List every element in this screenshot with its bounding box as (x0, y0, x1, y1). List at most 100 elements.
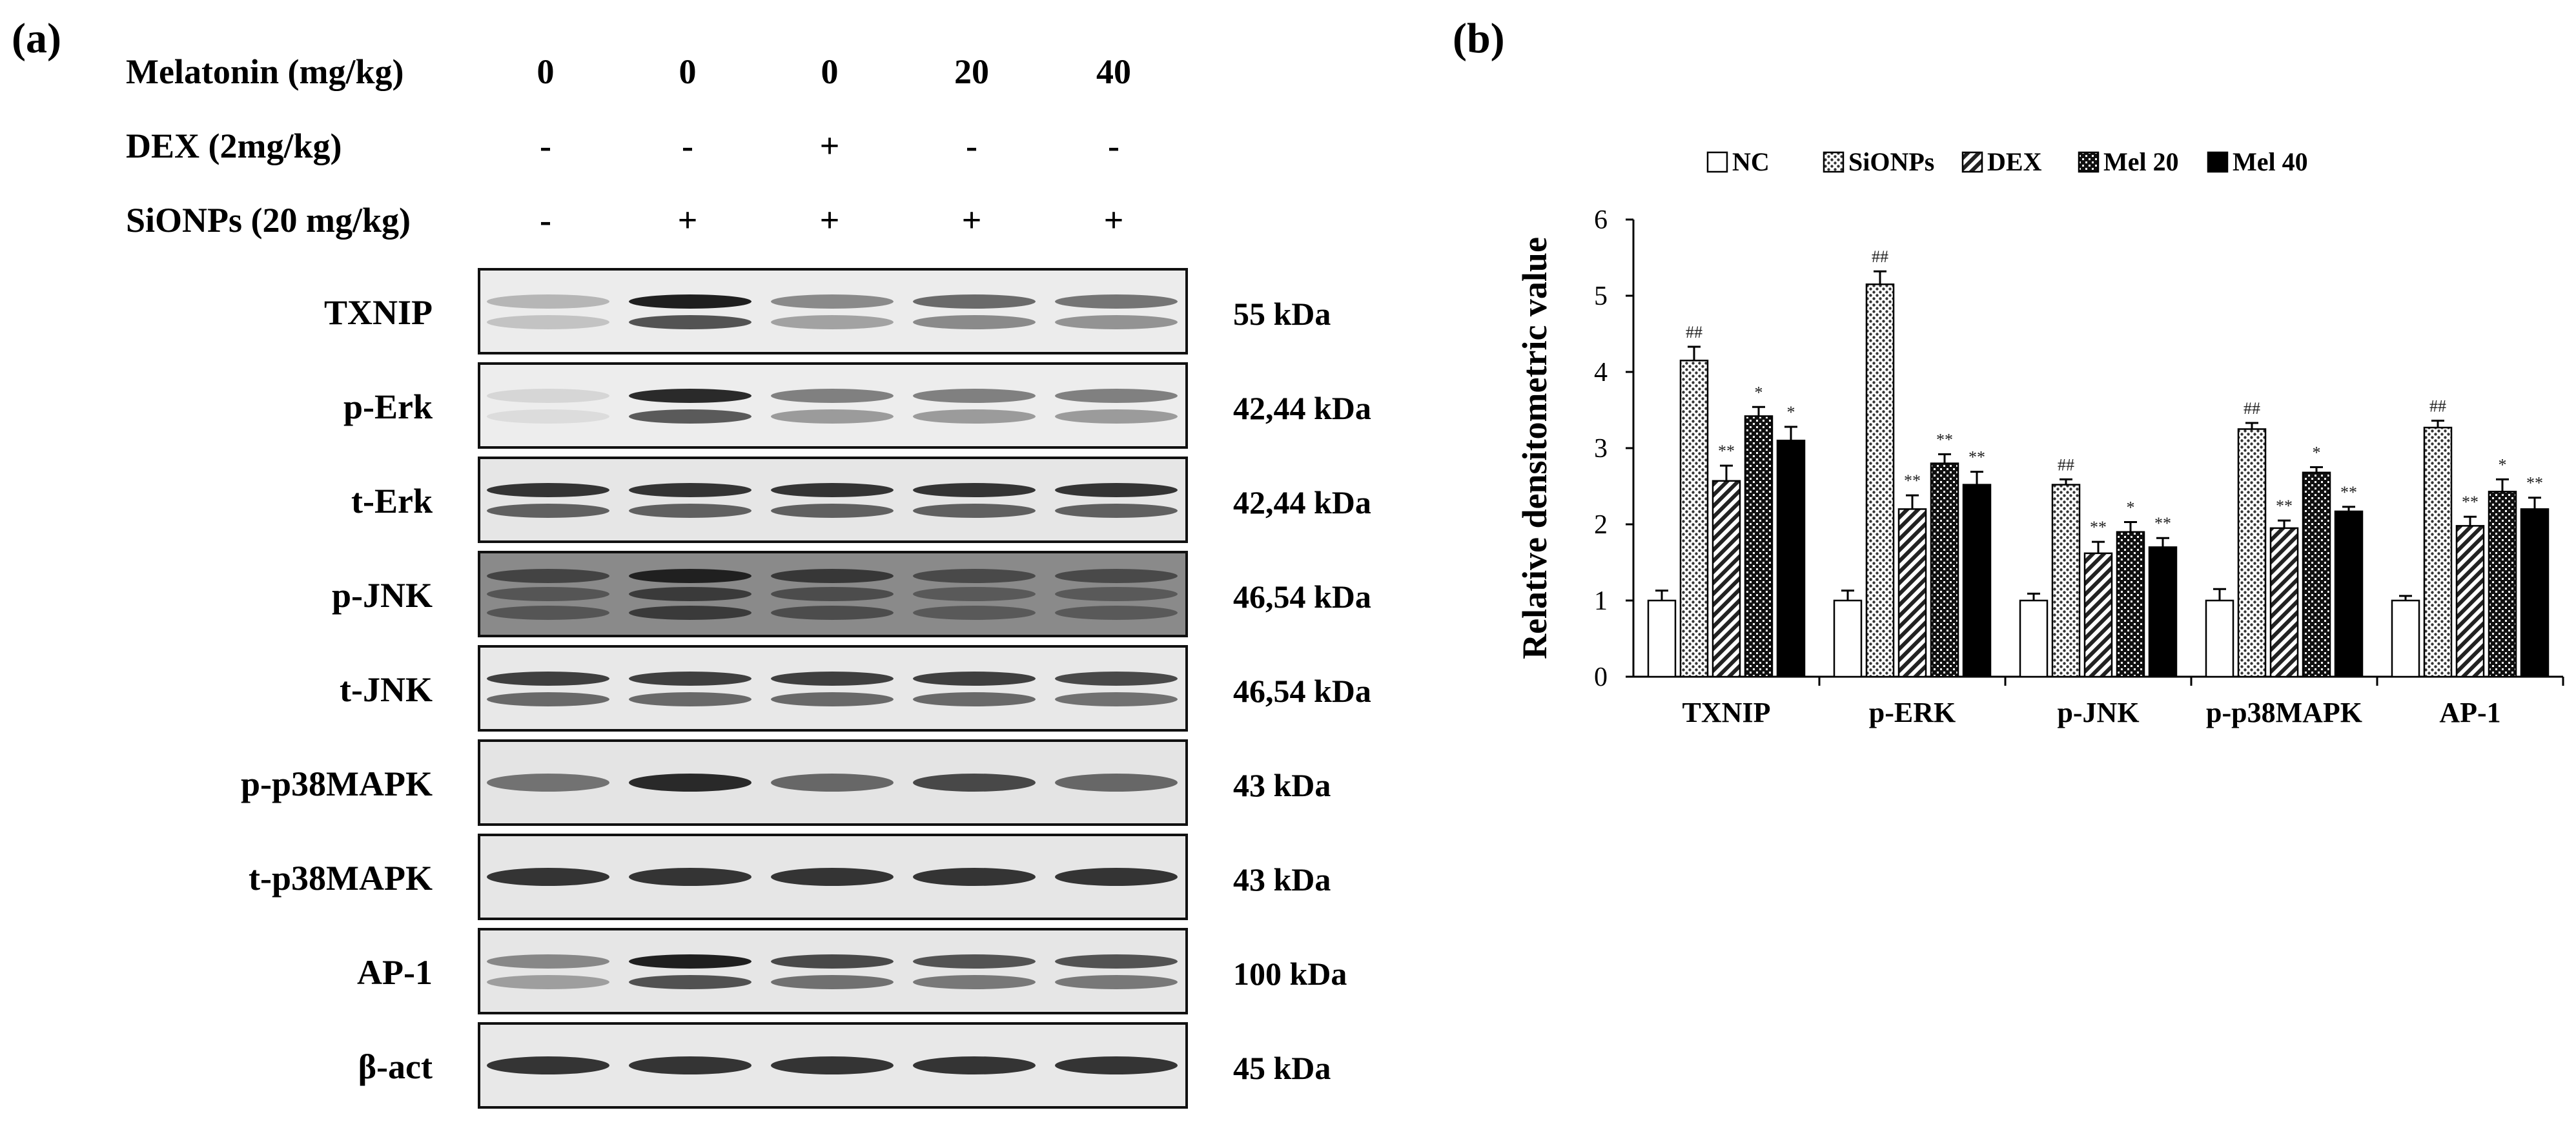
blot-band (629, 1056, 751, 1074)
blot-band (913, 504, 1036, 518)
blot-image (478, 457, 1188, 543)
blot-band (487, 1056, 609, 1074)
condition-value: 0 (679, 52, 697, 91)
bar (2148, 546, 2178, 678)
significance-label: * (2313, 444, 2321, 462)
legend-label: SiONPs (1848, 147, 1934, 176)
blot-band (1055, 975, 1178, 989)
blot-band (487, 315, 609, 329)
blot-band (913, 294, 1036, 309)
bar (2083, 552, 2113, 678)
blot-band (1055, 587, 1178, 601)
blot-label: t-p38MAPK (249, 859, 433, 898)
condition-value: - (540, 201, 551, 240)
blot-band (913, 774, 1036, 792)
legend-label: DEX (1987, 147, 2042, 176)
significance-label: * (1787, 403, 1795, 422)
blot-band (771, 587, 894, 601)
significance-label: ** (2090, 518, 2107, 537)
condition-value: + (1103, 201, 1124, 240)
molecular-weight-label: 55 kDa (1233, 296, 1331, 332)
blot-band (487, 672, 609, 686)
blot-band (771, 774, 894, 792)
bar (2237, 428, 2267, 678)
condition-value: - (540, 127, 551, 165)
legend-label: NC (1732, 147, 1770, 176)
blot-image (478, 362, 1188, 449)
x-tick-label: p-ERK (1869, 697, 1956, 728)
blot-band (1055, 868, 1178, 886)
blot-label: β-act (358, 1047, 433, 1086)
blot-band (629, 483, 751, 497)
blot-image (478, 739, 1188, 826)
y-tick-label: 1 (1594, 586, 1608, 616)
legend-swatch (1823, 151, 1845, 173)
blot-band (629, 975, 751, 989)
bar (2334, 510, 2364, 678)
blot-label: TXNIP (323, 293, 433, 332)
blot-band (913, 587, 1036, 601)
blot-image (478, 1022, 1188, 1109)
blot-band (1055, 504, 1178, 518)
significance-label: * (1755, 383, 1763, 402)
legend-swatch (2207, 151, 2229, 173)
blot-band (487, 975, 609, 989)
blot-band (771, 409, 894, 424)
blot-band (629, 409, 751, 424)
blot-band (487, 606, 609, 620)
condition-value: - (682, 127, 693, 165)
blot-band (913, 672, 1036, 686)
blot-band (913, 692, 1036, 706)
y-tick-label: 3 (1594, 434, 1608, 464)
blot-label: t-Erk (351, 482, 433, 520)
significance-label: ## (2244, 399, 2260, 418)
bar (1833, 599, 1863, 678)
blot-band (1055, 409, 1178, 424)
blot-band (771, 1056, 894, 1074)
bar (1865, 283, 1895, 678)
condition-value: 20 (954, 52, 989, 91)
legend-swatch (1961, 151, 1983, 173)
legend-label: Mel 20 (2103, 147, 2179, 176)
blot-band (913, 868, 1036, 886)
molecular-weight-label: 43 kDa (1233, 767, 1331, 803)
blot-band (913, 569, 1036, 583)
bar (1776, 439, 1806, 678)
bar (2116, 531, 2145, 678)
blot-band (1055, 954, 1178, 969)
blot-band (771, 569, 894, 583)
blot-band (629, 672, 751, 686)
bar (2423, 426, 2453, 678)
bar (2302, 471, 2331, 678)
significance-label: ** (1968, 448, 1985, 467)
blot-band (629, 587, 751, 601)
y-tick-label: 5 (1594, 282, 1608, 311)
blot-band (771, 672, 894, 686)
significance-label: ** (1936, 430, 1953, 449)
bar (1962, 484, 1992, 678)
blot-image (478, 268, 1188, 354)
bar (2488, 491, 2517, 678)
bar (1744, 415, 1774, 678)
condition-label: DEX (2mg/kg) (126, 127, 342, 165)
blot-band (487, 504, 609, 518)
condition-value: 0 (537, 52, 555, 91)
blot-band (629, 315, 751, 329)
significance-label: ** (2154, 514, 2171, 533)
blot-band (629, 294, 751, 309)
condition-value: + (819, 127, 840, 165)
legend-label: Mel 40 (2233, 147, 2308, 176)
legend-swatch (2078, 151, 2100, 173)
blot-image (478, 551, 1188, 637)
blot-band (487, 587, 609, 601)
blot-band (771, 975, 894, 989)
condition-label: SiONPs (20 mg/kg) (126, 201, 411, 240)
blot-label: t-JNK (340, 670, 433, 709)
x-tick-label: p-p38MAPK (2206, 697, 2362, 728)
blot-band (629, 389, 751, 403)
blot-band (1055, 606, 1178, 620)
significance-label: ## (1686, 323, 1702, 342)
blot-band (487, 868, 609, 886)
molecular-weight-label: 45 kDa (1233, 1050, 1331, 1086)
panel-a-label: (a) (12, 15, 61, 62)
